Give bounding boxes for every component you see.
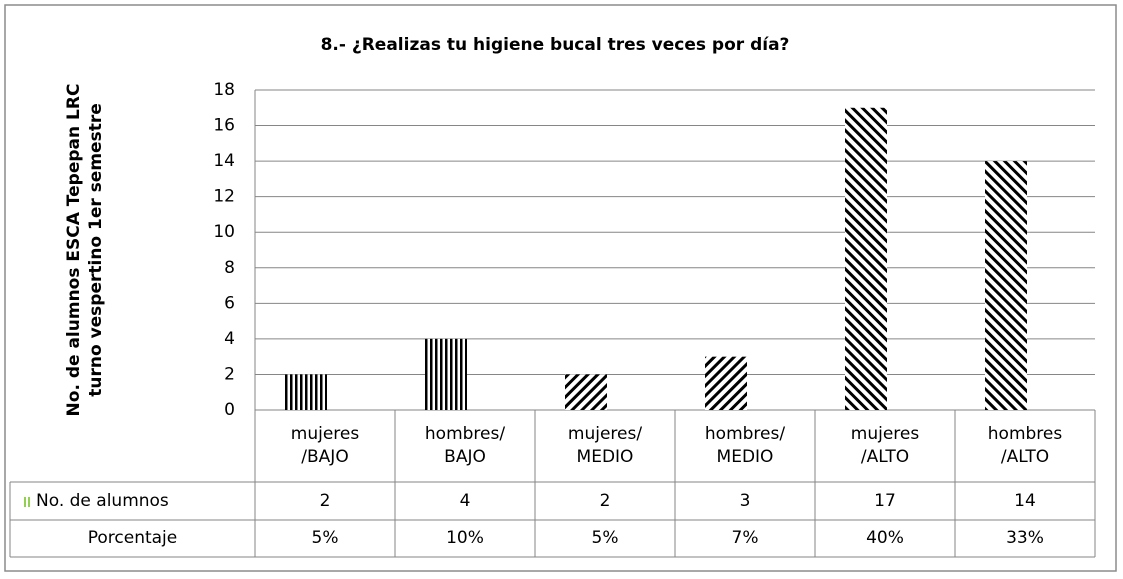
table-percentage: 33% <box>1006 528 1044 549</box>
table-value: 2 <box>319 490 331 511</box>
chart-border <box>4 4 1117 572</box>
table-percentage: 10% <box>446 528 484 549</box>
x-tick-label: mujeres /ALTO <box>850 424 920 467</box>
table-value: 4 <box>459 490 471 511</box>
bar <box>985 161 1027 410</box>
table-row-label: Porcentaje <box>87 528 178 549</box>
table-value: 3 <box>739 490 751 511</box>
x-tick-label: mujeres/ MEDIO <box>567 424 643 467</box>
table-value: 2 <box>599 490 611 511</box>
table-percentage: 7% <box>731 528 759 549</box>
table-percentage: 40% <box>866 528 904 549</box>
legend-key <box>22 497 31 507</box>
y-tick-label: 2 <box>224 364 235 384</box>
y-tick-label: 6 <box>224 293 235 313</box>
bar <box>285 374 327 410</box>
x-tick-label: hombres/ MEDIO <box>704 424 786 467</box>
bar <box>845 107 887 411</box>
legend-label: No. de alumnos <box>36 490 169 511</box>
chart-title: 8.- ¿Realizas tu higiene bucal tres vece… <box>321 35 790 55</box>
table-value: 17 <box>874 490 896 511</box>
table-percentage: 5% <box>591 528 619 549</box>
y-axis-label: No. de alumnos ESCA Tepepan LRC turno ve… <box>63 83 106 417</box>
x-tick-label: hombres/ BAJO <box>424 424 506 467</box>
y-tick-label: 10 <box>213 222 235 242</box>
y-tick-label: 4 <box>224 329 235 349</box>
y-tick-label: 12 <box>213 187 235 207</box>
y-tick-label: 14 <box>213 151 235 171</box>
y-tick-label: 0 <box>224 400 235 420</box>
x-tick-label: hombres /ALTO <box>987 424 1063 467</box>
y-tick-label: 8 <box>224 258 235 278</box>
table-value: 14 <box>1014 490 1036 511</box>
table-percentage: 5% <box>311 528 339 549</box>
bar <box>425 338 467 410</box>
y-tick-label: 16 <box>213 116 235 136</box>
bar <box>705 356 747 410</box>
y-tick-label: 18 <box>213 80 235 100</box>
x-tick-label: mujeres /BAJO <box>290 424 360 467</box>
bar <box>565 374 607 410</box>
